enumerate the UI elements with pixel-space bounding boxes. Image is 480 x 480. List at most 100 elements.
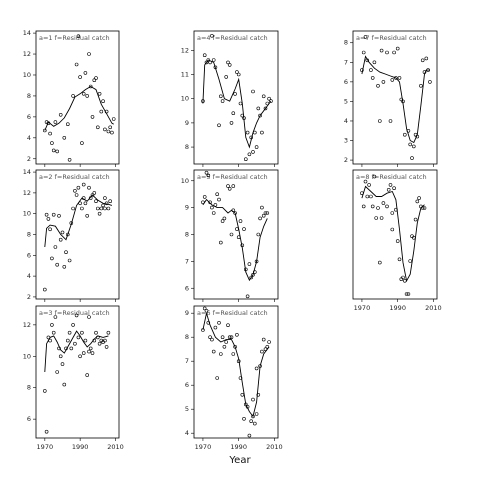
data-point [96, 125, 100, 130]
data-point [53, 245, 58, 249]
fit-line [202, 198, 268, 282]
data-point [263, 347, 268, 352]
data-point [258, 113, 262, 118]
data-point [253, 130, 257, 135]
y-tick-label: 9 [185, 119, 189, 127]
data-point [386, 188, 391, 192]
data-point [245, 404, 250, 409]
data-point [219, 240, 223, 245]
data-point [392, 186, 396, 190]
data-point [57, 214, 61, 218]
data-point [420, 206, 425, 210]
data-point [369, 194, 373, 199]
y-tick-label: 8 [185, 333, 189, 341]
data-point [229, 121, 234, 125]
data-point [227, 187, 232, 191]
data-point [44, 429, 49, 434]
data-point [395, 239, 400, 243]
data-point [42, 389, 47, 393]
data-point [388, 183, 393, 187]
data-point [377, 119, 382, 123]
data-point [104, 201, 109, 206]
fit-line [361, 185, 425, 283]
data-point [231, 352, 236, 356]
y-tick-label: 14 [23, 168, 31, 176]
data-point [258, 216, 262, 221]
data-point [92, 191, 97, 195]
data-point [104, 109, 109, 114]
data-point [67, 158, 72, 162]
data-point [422, 206, 427, 210]
data-point [263, 211, 268, 215]
data-point [390, 211, 395, 215]
data-point [238, 101, 243, 106]
data-point [42, 128, 47, 133]
data-point [202, 306, 207, 311]
panel-label: a=3 f=Residual catch [39, 309, 110, 317]
data-point [406, 292, 411, 296]
data-point [377, 260, 382, 265]
y-tick-label: 8 [27, 231, 31, 239]
data-point [69, 221, 74, 225]
data-point [204, 170, 209, 175]
data-point [73, 341, 77, 346]
y-tick-label: 7 [185, 257, 189, 265]
data-point [402, 278, 407, 283]
data-point [226, 184, 230, 188]
data-point [370, 204, 375, 209]
data-point [254, 145, 259, 149]
data-point [97, 92, 102, 96]
data-point [74, 313, 79, 318]
data-point [210, 33, 214, 38]
data-point [251, 89, 255, 94]
data-point [235, 227, 239, 231]
data-point [111, 117, 116, 121]
x-tick-label: 2010 [266, 443, 283, 451]
data-point [58, 113, 63, 117]
data-point [242, 227, 246, 231]
data-point [60, 230, 65, 235]
data-point [417, 196, 421, 200]
data-point [74, 193, 79, 197]
data-point [374, 216, 379, 220]
data-point [217, 123, 221, 128]
x-tick-label: 1970 [354, 304, 371, 312]
data-point [220, 99, 225, 103]
y-tick-label: 4 [27, 272, 31, 280]
data-point [404, 292, 409, 296]
data-point [106, 330, 111, 335]
data-point [78, 75, 82, 79]
data-point [74, 62, 79, 67]
panel-a3: a=3 f=Residual catch 6 8 10 12 1970 1990 2010 [23, 305, 124, 451]
y-tick-label: 4 [27, 134, 31, 142]
data-point [267, 340, 271, 344]
data-point [227, 63, 232, 67]
fit-line [202, 59, 272, 149]
data-point [217, 320, 221, 325]
panel-a5: a=5 f=Residual catch 6 7 8 9 10 [181, 169, 279, 302]
data-point [97, 341, 102, 346]
data-point [410, 156, 414, 160]
data-point [92, 338, 97, 343]
data-point [108, 199, 112, 203]
data-point [415, 199, 420, 204]
data-point [361, 50, 366, 55]
data-point [390, 78, 395, 82]
data-point [265, 344, 270, 349]
data-point [222, 344, 227, 349]
data-point [372, 174, 377, 179]
y-tick-label: 8 [27, 92, 31, 100]
y-tick-label: 2 [27, 155, 31, 163]
data-point [97, 211, 102, 216]
y-tick-label: 6 [185, 284, 189, 292]
data-point [424, 56, 429, 61]
data-point [85, 94, 89, 98]
data-point [419, 84, 423, 88]
data-point [381, 201, 386, 205]
data-point [211, 349, 216, 354]
panel-label: a=5 f=Residual catch [197, 173, 268, 181]
y-tick-label: 4 [185, 429, 189, 437]
panel-label: a=7 f=Residual catch [356, 34, 427, 42]
data-point [55, 262, 60, 267]
